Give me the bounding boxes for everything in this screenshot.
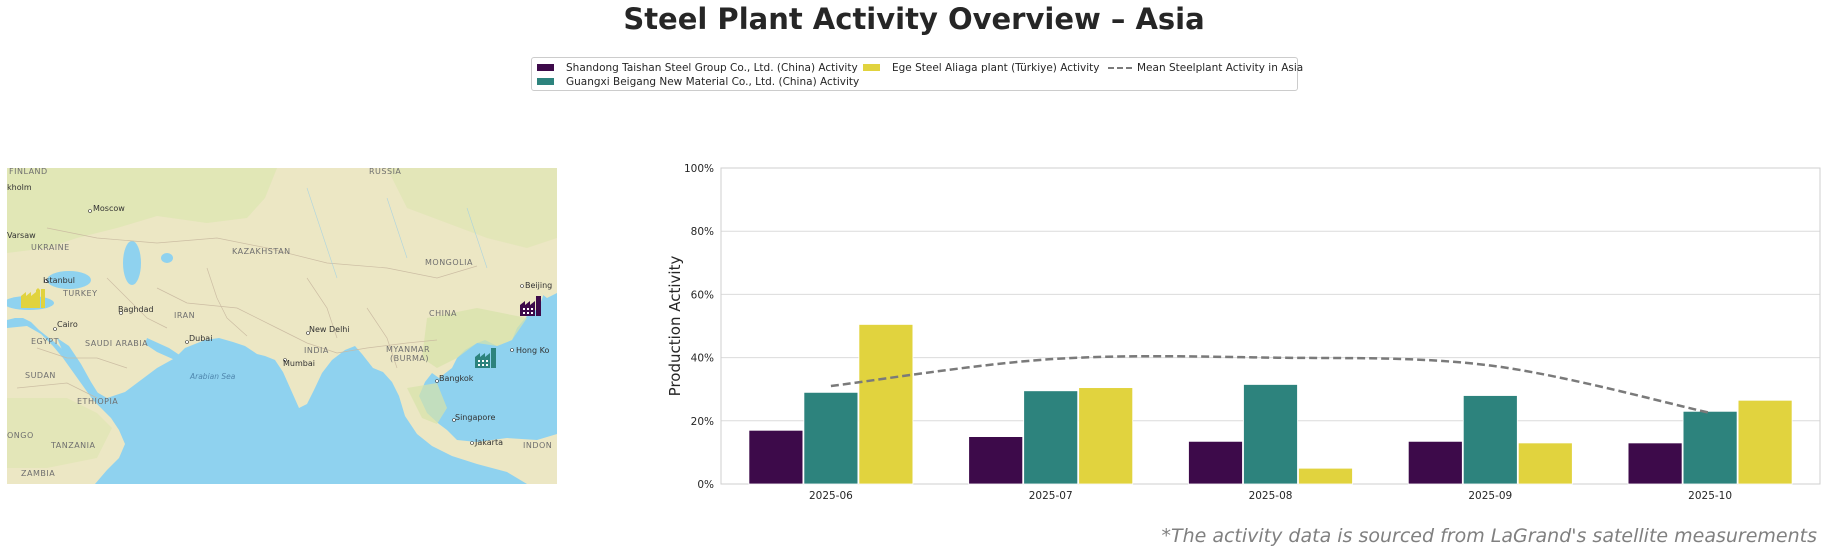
bar-guangxi-2025-10	[1682, 410, 1738, 485]
map-label-warsaw: Varsaw	[7, 231, 36, 240]
map-label-mumbai: Mumbai	[283, 359, 315, 368]
legend-label-guangxi: Guangxi Beigang New Material Co., Ltd. (…	[566, 76, 860, 88]
x-tick-label: 2025-08	[1249, 490, 1293, 502]
map-label-istanbul: Istanbul	[43, 276, 75, 285]
map-label-arabian-sea: Arabian Sea	[189, 372, 236, 381]
legend-label-ege: Ege Steel Aliaga plant (Türkiye) Activit…	[892, 62, 1100, 74]
map-label-turkey: TURKEY	[62, 289, 98, 298]
bar-ege-2025-06	[858, 324, 914, 485]
x-tick-label: 2025-10	[1688, 490, 1732, 502]
bar-shandong-2025-07	[968, 436, 1024, 485]
factory-icon-shandong	[520, 296, 541, 316]
map-label-ukraine: UKRAINE	[31, 243, 70, 252]
legend-label-mean: Mean Steelplant Activity in Asia	[1137, 62, 1304, 74]
map-label-jakarta: Jakarta	[474, 438, 503, 447]
y-tick-label: 80%	[691, 226, 714, 238]
map-label-tanzania: TANZANIA	[50, 441, 96, 450]
x-tick-label: 2025-06	[809, 490, 853, 502]
y-tick-label: 0%	[697, 479, 714, 491]
map-label-iran: IRAN	[174, 311, 195, 320]
map-label-new-delhi: New Delhi	[309, 325, 350, 334]
asia-map: FINLAND RUSSIA kholm Moscow Varsaw UKRAI…	[7, 168, 557, 484]
bar-ege-2025-10	[1737, 399, 1793, 485]
y-axis-label: Production Activity	[666, 256, 684, 397]
data-source-footnote: *The activity data is sourced from LaGra…	[1161, 525, 1817, 547]
map-label-hong-kong: Hong Ko	[516, 346, 549, 355]
x-tick-label: 2025-09	[1468, 490, 1512, 502]
map-label-dubai: Dubai	[189, 334, 212, 343]
map-label-stockholm: kholm	[7, 183, 32, 192]
map-label-ethiopia: ETHIOPIA	[77, 397, 118, 406]
y-tick-label: 100%	[684, 163, 714, 175]
map-label-burma: (BURMA)	[390, 354, 429, 363]
map-label-finland: FINLAND	[9, 168, 48, 176]
chart-legend: Shandong Taishan Steel Group Co., Ltd. (…	[531, 57, 1303, 91]
map-label-baghdad: Baghdad	[118, 305, 154, 314]
map-label-bangkok: Bangkok	[439, 374, 474, 383]
map-label-sudan: SUDAN	[25, 371, 56, 380]
legend-swatch-ege	[863, 64, 880, 71]
mean-activity-line	[830, 354, 1711, 415]
chart-title: Steel Plant Activity Overview – Asia	[623, 2, 1205, 36]
legend-swatch-shandong	[537, 64, 554, 71]
bar-shandong-2025-10	[1627, 442, 1683, 485]
map-label-singapore: Singapore	[455, 413, 495, 422]
map-label-zambia: ZAMBIA	[21, 469, 55, 478]
legend-swatch-guangxi	[537, 78, 554, 85]
map-label-china: CHINA	[429, 309, 457, 318]
legend-swatch-mean	[1108, 67, 1132, 69]
bar-shandong-2025-09	[1407, 440, 1463, 485]
factory-icon-ege	[21, 288, 45, 308]
y-tick-label: 40%	[691, 353, 714, 365]
bar-guangxi-2025-06	[803, 391, 859, 485]
factory-icon-guangxi	[475, 348, 496, 368]
bar-ege-2025-07	[1078, 387, 1134, 485]
bar-shandong-2025-08	[1188, 440, 1243, 485]
legend-label-shandong: Shandong Taishan Steel Group Co., Ltd. (…	[566, 62, 858, 74]
map-label-russia: RUSSIA	[369, 168, 401, 176]
bar-guangxi-2025-09	[1462, 395, 1518, 485]
map-label-kazakhstan: KAZAKHSTAN	[232, 247, 291, 256]
bar-shandong-2025-06	[748, 429, 804, 485]
map-label-beijing: Beijing	[525, 281, 552, 290]
map-label-myanmar: MYANMAR	[386, 345, 430, 354]
bar-guangxi-2025-07	[1023, 390, 1079, 485]
map-label-india: INDIA	[304, 346, 329, 355]
map-label-egypt: EGYPT	[31, 337, 59, 346]
x-tick-label: 2025-07	[1029, 490, 1073, 502]
map-label-saudi: SAUDI ARABIA	[85, 339, 148, 348]
bar-ege-2025-09	[1517, 442, 1573, 485]
map-label-moscow: Moscow	[93, 204, 125, 213]
map-label-mongolia: MONGOLIA	[425, 258, 473, 267]
map-label-congo: ONGO	[7, 431, 34, 440]
map-label-indonesia: INDON	[523, 441, 552, 450]
bar-guangxi-2025-08	[1243, 384, 1298, 485]
map-label-cairo: Cairo	[57, 320, 78, 329]
y-tick-label: 60%	[691, 289, 714, 301]
bar-ege-2025-08	[1298, 467, 1353, 485]
y-tick-label: 20%	[691, 416, 714, 428]
